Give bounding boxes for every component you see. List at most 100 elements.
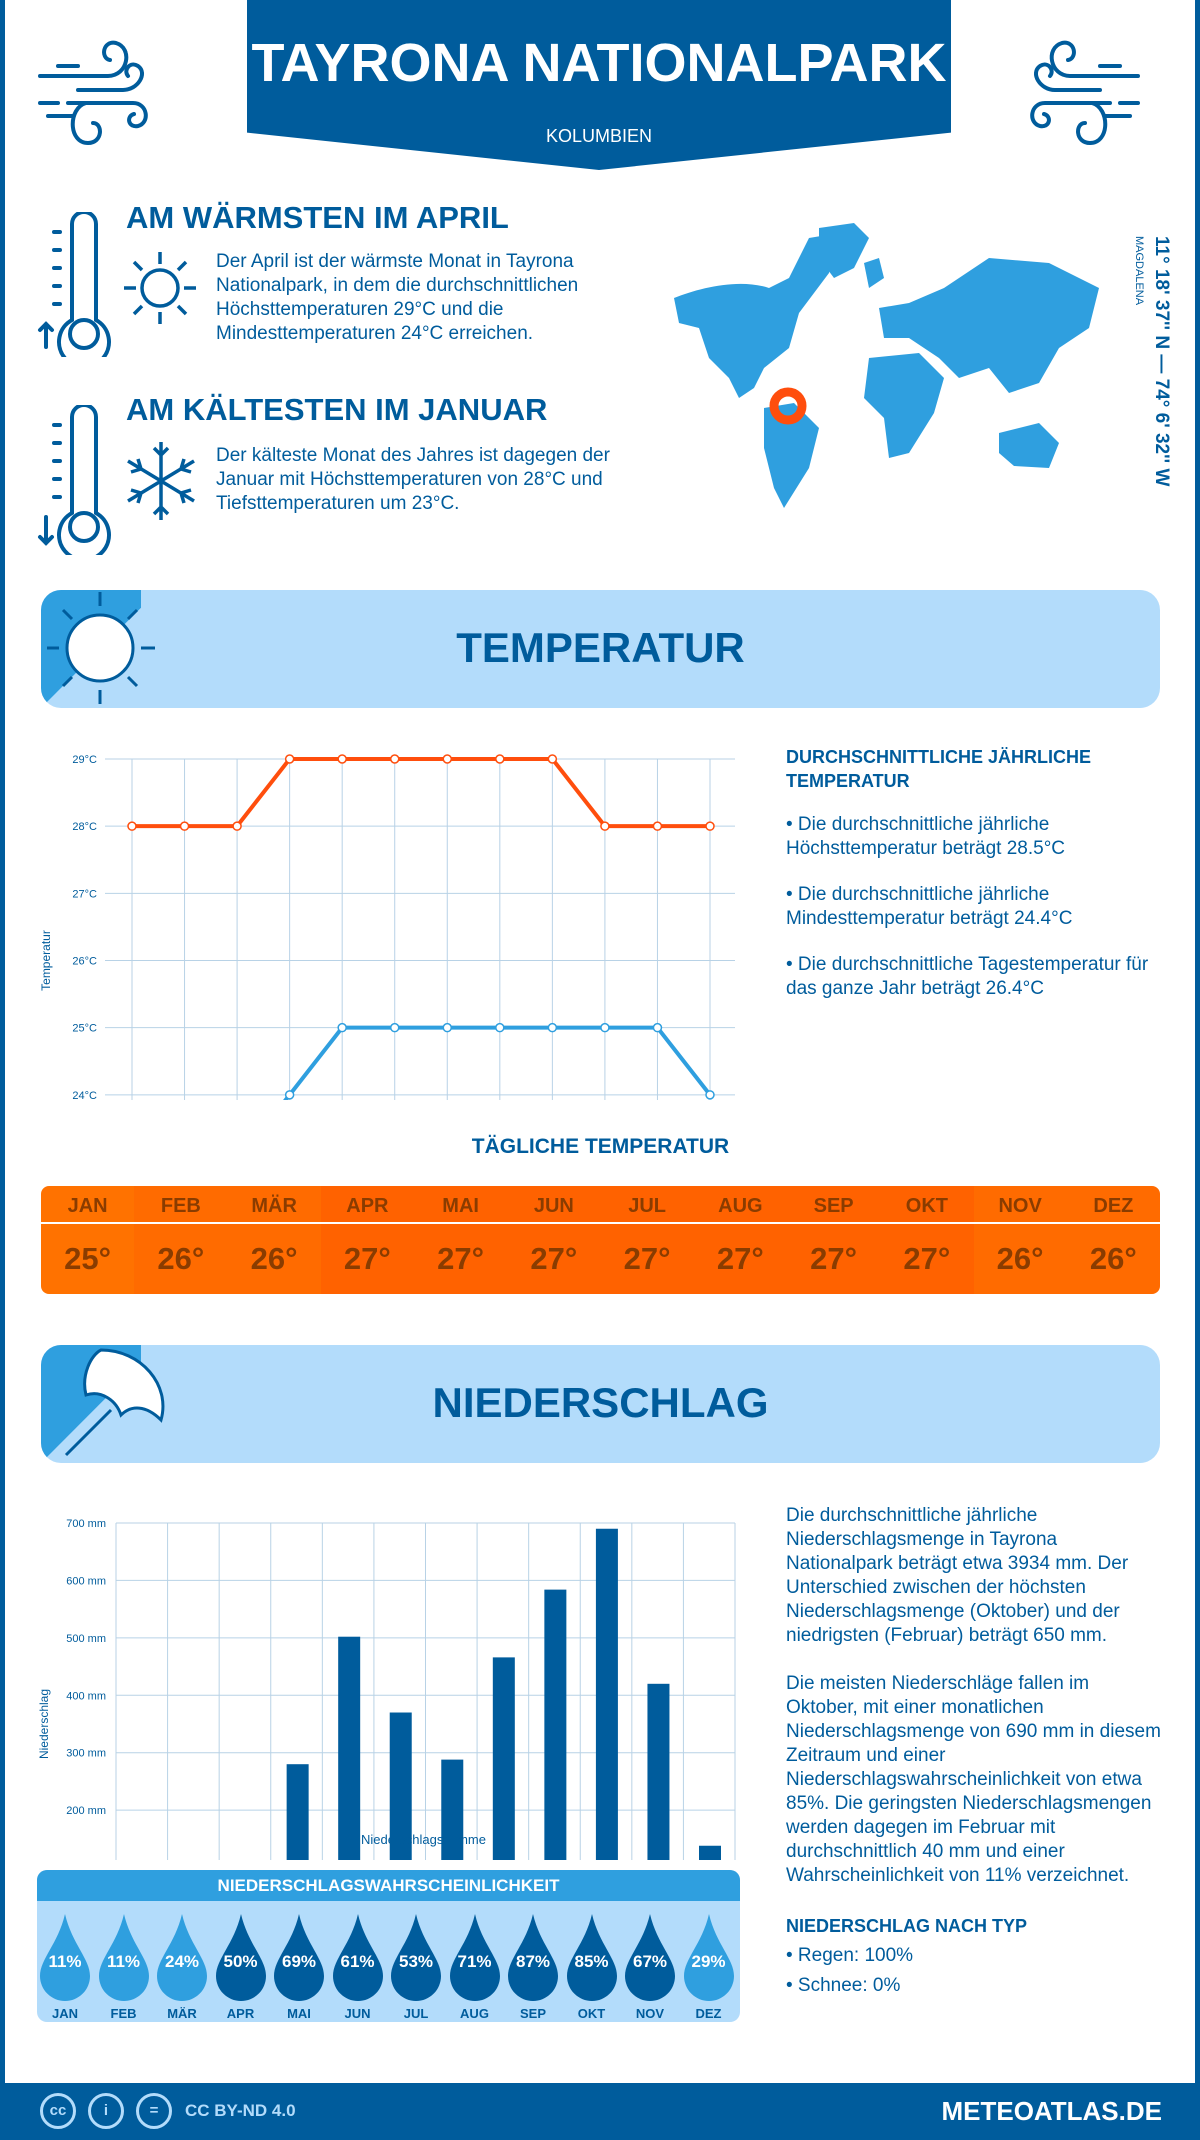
page-title: TAYRONA NATIONALPARK [251,33,947,93]
temperature-chart: 23°C24°C25°C26°C27°C28°C29°CJanFebMärApr… [39,754,735,1100]
precipitation-probability-panel: NIEDERSCHLAGSWAHRSCHEINLICHKEIT 11% JAN 11… [37,1870,740,2022]
probability-drop-jan: 11% JAN [40,1914,90,2021]
region-label: MAGDALENA [1133,236,1145,306]
temperature-value: 26° [157,1241,205,1276]
temperature-value: 27° [623,1241,671,1276]
temperature-value: 27° [437,1241,485,1276]
data-point [547,754,558,764]
data-point [600,821,610,831]
data-point [652,1022,663,1033]
data-point [600,1022,610,1033]
snowflake-icon [127,442,195,520]
probability-drop-sep: 87% SEP [508,1914,558,2021]
probability-drop-dez: 29% DEZ [683,1914,734,2021]
data-point [495,754,505,764]
month-label: MÄR [167,2006,197,2021]
temperature-value: 27° [716,1241,764,1276]
month-label: JAN [41,1186,135,1224]
daily-temperature-nov: NOV 26° [973,1186,1067,1294]
annual-temperature-heading: DURCHSCHNITTLICHE JÄHRLICHE TEMPERATUR [786,747,1091,791]
y-tick-label: 400 mm [66,1690,106,1702]
precipitation-text-panel: Die durchschnittliche jährliche Niedersc… [786,1504,1166,1998]
probability-drop-feb: 11% FEB [98,1914,149,2021]
month-label: AUG [460,2006,489,2021]
brand-link[interactable]: METEOATLAS.DE [941,2096,1162,2126]
bar [699,1845,721,1860]
temperature-value: 27° [530,1241,578,1276]
data-point [389,754,400,764]
page-frame-left [0,0,5,2083]
raindrop-icon [157,1914,207,2001]
thermometer-up-icon [38,212,111,357]
y-tick-label: 27°C [72,888,97,900]
month-label: SEP [519,2006,546,2021]
month-label: SEP [787,1186,881,1224]
bar [492,1657,515,1860]
precipitation-section-header: NIEDERSCHLAG [41,1345,1160,1463]
month-label: JUL [600,1186,694,1224]
daily-temperature-jun: JUN 27° [507,1186,601,1294]
precipitation-type-snow: • Schnee: 0% [786,1975,901,1996]
probability-value: 85% [574,1952,609,1971]
coldest-title: AM KÄLTESTEN IM JANUAR [126,392,548,427]
coldest-text: Der kälteste Monat des Jahres ist dagege… [216,445,610,514]
y-axis-label: Temperatur [39,930,53,991]
raindrop-icon [566,1914,617,2001]
data-point [179,821,190,831]
temperature-section-header: TEMPERATUR [41,590,1160,708]
precipitation-summary: Die durchschnittliche jährliche Niedersc… [786,1505,1129,1646]
raindrop-icon [508,1914,558,2001]
probability-value: 53% [398,1952,434,1971]
raindrop-icon [391,1914,441,2001]
month-label: FEB [134,1186,228,1224]
temperature-value: 27° [903,1241,951,1276]
series-line-0 [132,757,710,829]
daily-temperature-dez: DEZ 26° [1066,1186,1160,1294]
data-point [284,1090,295,1100]
month-label: NOV [973,1186,1067,1224]
raindrop-icon [449,1914,500,2001]
daily-temperature-jan: JAN 25° [41,1186,135,1294]
month-label: DEZ [1066,1186,1160,1224]
month-label: JAN [51,2006,78,2021]
probability-value: 71% [457,1952,492,1971]
annual-temperature-panel: DURCHSCHNITTLICHE JÄHRLICHE TEMPERATUR •… [786,745,1166,1001]
precipitation-details: Die meisten Niederschläge fallen im Okto… [786,1673,1161,1886]
month-label: FEB [110,2006,137,2021]
probability-value: 11% [48,1952,82,1971]
sun-icon [124,252,196,324]
warmest-text: Der April ist der wärmste Monat in Tayro… [216,251,579,344]
precipitation-type-heading: NIEDERSCHLAG NACH TYP [786,1916,1028,1936]
series-line-1 [283,1025,712,1100]
probability-heading: NIEDERSCHLAGSWAHRSCHEINLICHKEIT [37,1870,740,1901]
wind-icon [1030,40,1140,146]
data-point [442,754,453,764]
y-tick-label: 500 mm [66,1633,106,1645]
data-point [705,821,715,831]
precipitation-title: NIEDERSCHLAG [432,1379,769,1426]
header-banner [247,0,951,170]
daily-temperature-mai: MAI 27° [414,1186,508,1294]
y-tick-label: 26°C [72,956,97,968]
probability-value: 11% [106,1952,141,1971]
month-label: MAI [287,2006,311,2021]
raindrop-icon [683,1914,734,2001]
bullet-daily: • Die durchschnittliche Tagestemperatur … [786,954,1149,999]
y-tick-label: 24°C [72,1090,97,1100]
daily-temperature-heading: TÄGLICHE TEMPERATUR [471,1135,730,1158]
probability-value: 24% [164,1952,200,1971]
legend-swatch [346,1835,355,1844]
daily-temperature-okt: OKT 27° [880,1186,974,1294]
month-label: JUL [403,2006,429,2021]
bar [647,1683,670,1860]
temperature-value: 26° [250,1241,298,1276]
temperature-value: 27° [810,1241,858,1276]
data-point [389,1022,400,1033]
bar [286,1764,309,1860]
month-label: DEZ [695,2006,722,2021]
probability-value: 50% [223,1952,258,1971]
license-label[interactable]: CC BY-ND 4.0 [185,2101,296,2120]
y-tick-label: 600 mm [66,1575,106,1587]
coordinates: 11° 18' 37'' N — 74° 6' 32'' W [1151,236,1172,487]
